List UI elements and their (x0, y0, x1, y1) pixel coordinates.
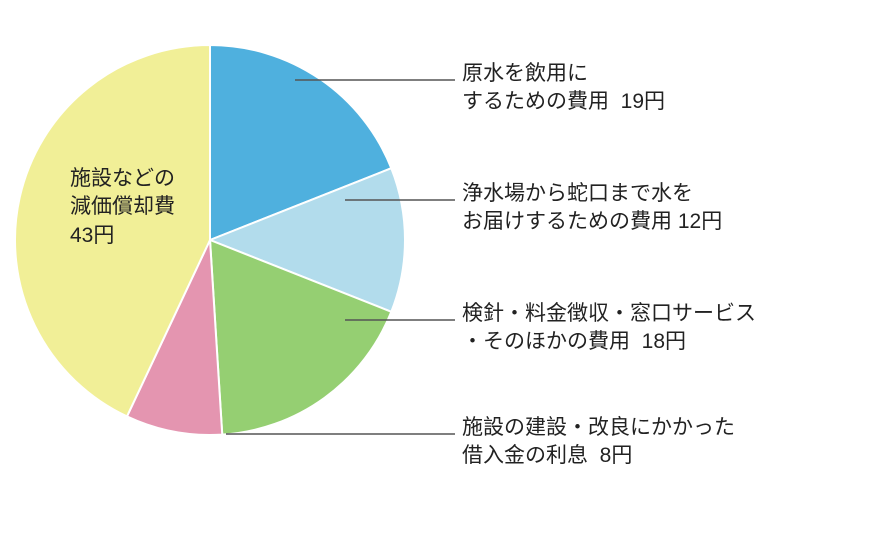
label-interest: 施設の建設・改良にかかった 借入金の利息 8円 (462, 414, 735, 471)
pie-chart: 原水を飲用に するための費用 19円浄水場から蛇口まで水を お届けするための費用… (0, 0, 874, 533)
label-service: 検針・料金徴収・窓口サービス ・そのほかの費用 18円 (462, 300, 756, 357)
label-delivery: 浄水場から蛇口まで水を お届けするための費用 12円 (462, 180, 722, 237)
label-depreciation: 施設などの 減価償却費 43円 (70, 165, 175, 250)
pie-svg (0, 0, 874, 533)
label-raw-water: 原水を飲用に するための費用 19円 (462, 60, 665, 117)
